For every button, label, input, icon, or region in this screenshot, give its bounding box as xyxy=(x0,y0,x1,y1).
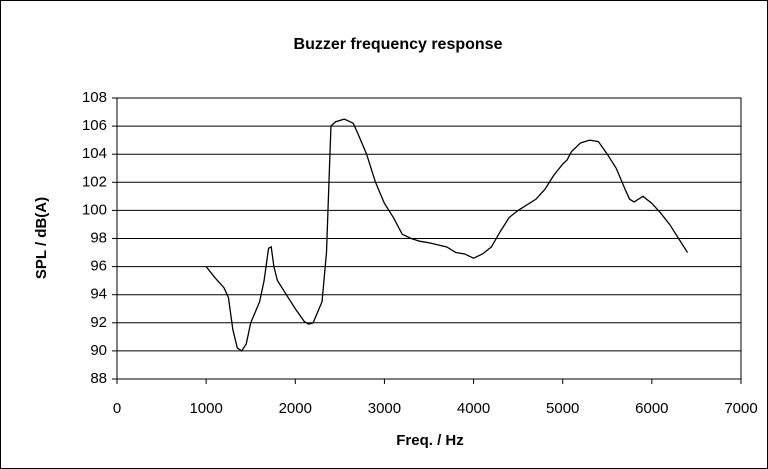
x-tick-label: 7000 xyxy=(724,400,757,417)
x-tick-label: 4000 xyxy=(457,400,490,417)
y-tick-label: 104 xyxy=(82,145,107,162)
y-tick-label: 108 xyxy=(82,89,107,106)
x-tick-label: 2000 xyxy=(279,400,312,417)
y-tick-label: 98 xyxy=(90,229,107,246)
data-line xyxy=(205,118,689,352)
x-tick-label: 1000 xyxy=(189,400,222,417)
y-tick-label: 88 xyxy=(90,370,107,387)
y-tick-label: 92 xyxy=(90,314,107,331)
y-tick-label: 102 xyxy=(82,173,107,190)
chart-title: Buzzer frequency response xyxy=(294,36,503,53)
y-tick-label: 106 xyxy=(82,117,107,134)
y-tick-label: 90 xyxy=(90,342,107,359)
x-tick-label: 3000 xyxy=(368,400,401,417)
x-tick-label: 0 xyxy=(113,400,121,417)
x-axis-label: Freq. / Hz xyxy=(396,432,464,449)
y-tick-label: 100 xyxy=(82,201,107,218)
x-tick-label: 5000 xyxy=(546,400,579,417)
y-tick-label: 96 xyxy=(90,258,107,275)
y-axis-label: SPL / dB(A) xyxy=(33,197,50,279)
x-tick-label: 6000 xyxy=(635,400,668,417)
y-tick-label: 94 xyxy=(90,286,107,303)
plot-area xyxy=(116,97,742,380)
